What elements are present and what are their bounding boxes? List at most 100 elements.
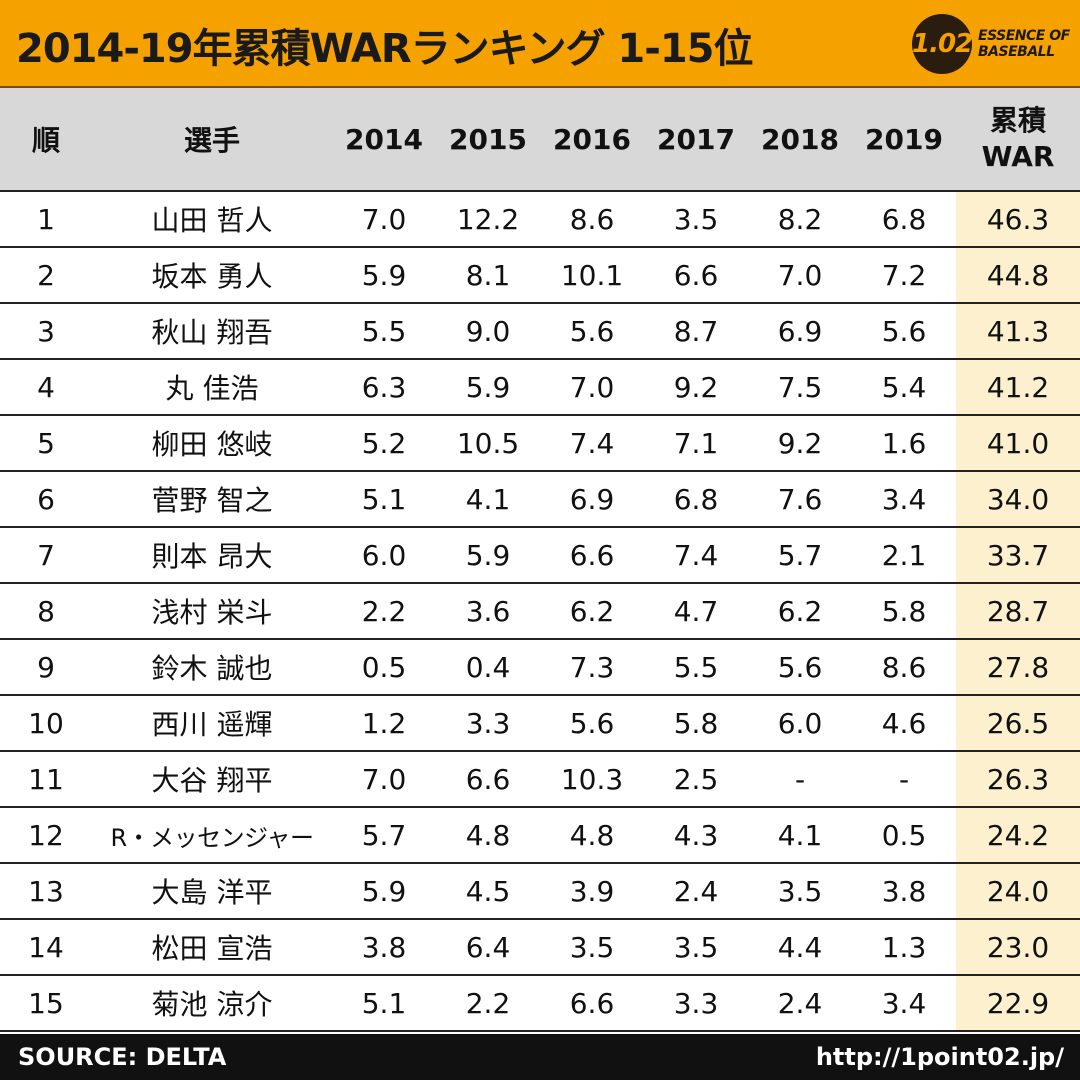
total-war-cell: 46.3 (956, 192, 1080, 246)
year-war-cell: 4.4 (777, 930, 823, 964)
rank-cell: 1 (37, 202, 55, 236)
table-row: 5 柳田 悠岐 5.2 10.5 7.4 7.1 9.2 1.6 41.0 (0, 416, 1080, 472)
year-war-cell: 2.2 (361, 594, 407, 628)
rank-cell: 15 (28, 986, 64, 1020)
rank-cell: 13 (28, 874, 64, 908)
total-war-cell: 34.0 (956, 472, 1080, 526)
total-war-cell: 41.0 (956, 416, 1080, 470)
year-war-cell: 4.1 (465, 482, 511, 516)
year-war-cell: 3.5 (777, 874, 823, 908)
year-war-cell: 4.8 (465, 818, 511, 852)
year-war-cell: 7.4 (673, 538, 719, 572)
year-war-cell: 4.8 (569, 818, 615, 852)
year-war-cell: 5.1 (361, 482, 407, 516)
year-war-cell: 7.0 (361, 762, 407, 796)
year-war-cell: 0.5 (361, 650, 407, 684)
year-war-cell: 6.4 (465, 930, 511, 964)
player-name-cell: 松田 宣浩 (151, 932, 273, 965)
total-war-cell: 24.2 (956, 808, 1080, 862)
table-row: 15 菊池 涼介 5.1 2.2 6.6 3.3 2.4 3.4 22.9 (0, 976, 1080, 1032)
year-war-cell: 4.6 (881, 706, 927, 740)
year-war-cell: 7.3 (569, 650, 615, 684)
year-war-cell: 3.5 (673, 930, 719, 964)
year-war-cell: - (898, 762, 910, 796)
year-war-cell: 7.6 (777, 482, 823, 516)
year-war-cell: 9.2 (777, 426, 823, 460)
site-url-link[interactable]: http://1point02.jp/ (815, 1043, 1064, 1071)
total-war-cell: 27.8 (956, 640, 1080, 694)
header-2018: 2018 (761, 122, 839, 156)
year-war-cell: 5.5 (361, 314, 407, 348)
header-2015: 2015 (449, 122, 527, 156)
player-name-cell: 菊池 涼介 (151, 988, 273, 1021)
year-war-cell: 2.4 (673, 874, 719, 908)
total-war-cell: 41.2 (956, 360, 1080, 414)
header-2019: 2019 (865, 122, 943, 156)
table-row: 4 丸 佳浩 6.3 5.9 7.0 9.2 7.5 5.4 41.2 (0, 360, 1080, 416)
year-war-cell: 6.0 (361, 538, 407, 572)
year-war-cell: 5.7 (361, 818, 407, 852)
table-row: 1 山田 哲人 7.0 12.2 8.6 3.5 8.2 6.8 46.3 (0, 192, 1080, 248)
player-name-cell: 大谷 翔平 (151, 764, 273, 797)
rank-cell: 10 (28, 706, 64, 740)
year-war-cell: 9.2 (673, 370, 719, 404)
header-player: 選手 (183, 124, 240, 157)
table-row: 6 菅野 智之 5.1 4.1 6.9 6.8 7.6 3.4 34.0 (0, 472, 1080, 528)
total-war-cell: 26.3 (956, 752, 1080, 806)
year-war-cell: 1.2 (361, 706, 407, 740)
rank-cell: 9 (37, 650, 55, 684)
rank-cell: 7 (37, 538, 55, 572)
header-total-line-2: WAR (981, 140, 1055, 173)
site-logo[interactable]: 1.02 ESSENCE OF BASEBALL (912, 8, 1072, 80)
year-war-cell: 1.3 (881, 930, 927, 964)
header-total-war: 累積 WAR (956, 88, 1080, 190)
year-war-cell: 3.3 (465, 706, 511, 740)
total-war-cell: 33.7 (956, 528, 1080, 582)
year-war-cell: 8.6 (881, 650, 927, 684)
year-war-cell: 5.9 (465, 370, 511, 404)
player-name-cell: 坂本 勇人 (151, 260, 273, 293)
year-war-cell: 10.5 (456, 426, 520, 460)
rank-cell: 14 (28, 930, 64, 964)
year-war-cell: 4.7 (673, 594, 719, 628)
year-war-cell: 8.6 (569, 202, 615, 236)
year-war-cell: 3.8 (361, 930, 407, 964)
year-war-cell: 5.1 (361, 986, 407, 1020)
footer-bar: SOURCE: DELTA http://1point02.jp/ (0, 1034, 1080, 1080)
year-war-cell: 6.2 (569, 594, 615, 628)
year-war-cell: 8.2 (777, 202, 823, 236)
year-war-cell: 4.5 (465, 874, 511, 908)
year-war-cell: 4.1 (777, 818, 823, 852)
table-row: 9 鈴木 誠也 0.5 0.4 7.3 5.5 5.6 8.6 27.8 (0, 640, 1080, 696)
total-war-cell: 26.5 (956, 696, 1080, 750)
year-war-cell: 5.9 (465, 538, 511, 572)
year-war-cell: 3.4 (881, 482, 927, 516)
rank-cell: 6 (37, 482, 55, 516)
year-war-cell: 2.5 (673, 762, 719, 796)
rank-cell: 2 (37, 258, 55, 292)
year-war-cell: 10.3 (560, 762, 624, 796)
source-label: SOURCE: DELTA (18, 1043, 227, 1071)
year-war-cell: 3.8 (881, 874, 927, 908)
year-war-cell: 6.6 (465, 762, 511, 796)
year-war-cell: 2.2 (465, 986, 511, 1020)
total-war-cell: 22.9 (956, 976, 1080, 1030)
year-war-cell: 6.3 (361, 370, 407, 404)
table-row: 8 浅村 栄斗 2.2 3.6 6.2 4.7 6.2 5.8 28.7 (0, 584, 1080, 640)
player-name-cell: 大島 洋平 (151, 876, 273, 909)
total-war-cell: 44.8 (956, 248, 1080, 302)
year-war-cell: 7.0 (569, 370, 615, 404)
total-war-cell: 24.0 (956, 864, 1080, 918)
table-row: 7 則本 昂大 6.0 5.9 6.6 7.4 5.7 2.1 33.7 (0, 528, 1080, 584)
logo-line-1: ESSENCE OF (978, 28, 1070, 44)
player-name-cell: 秋山 翔吾 (151, 316, 273, 349)
year-war-cell: 6.6 (569, 538, 615, 572)
player-name-cell: 西川 遥輝 (151, 708, 273, 741)
year-war-cell: 0.4 (465, 650, 511, 684)
logo-text: ESSENCE OF BASEBALL (978, 28, 1070, 60)
rank-cell: 5 (37, 426, 55, 460)
year-war-cell: 12.2 (456, 202, 520, 236)
year-war-cell: 10.1 (560, 258, 624, 292)
year-war-cell: 7.2 (881, 258, 927, 292)
year-war-cell: 7.4 (569, 426, 615, 460)
